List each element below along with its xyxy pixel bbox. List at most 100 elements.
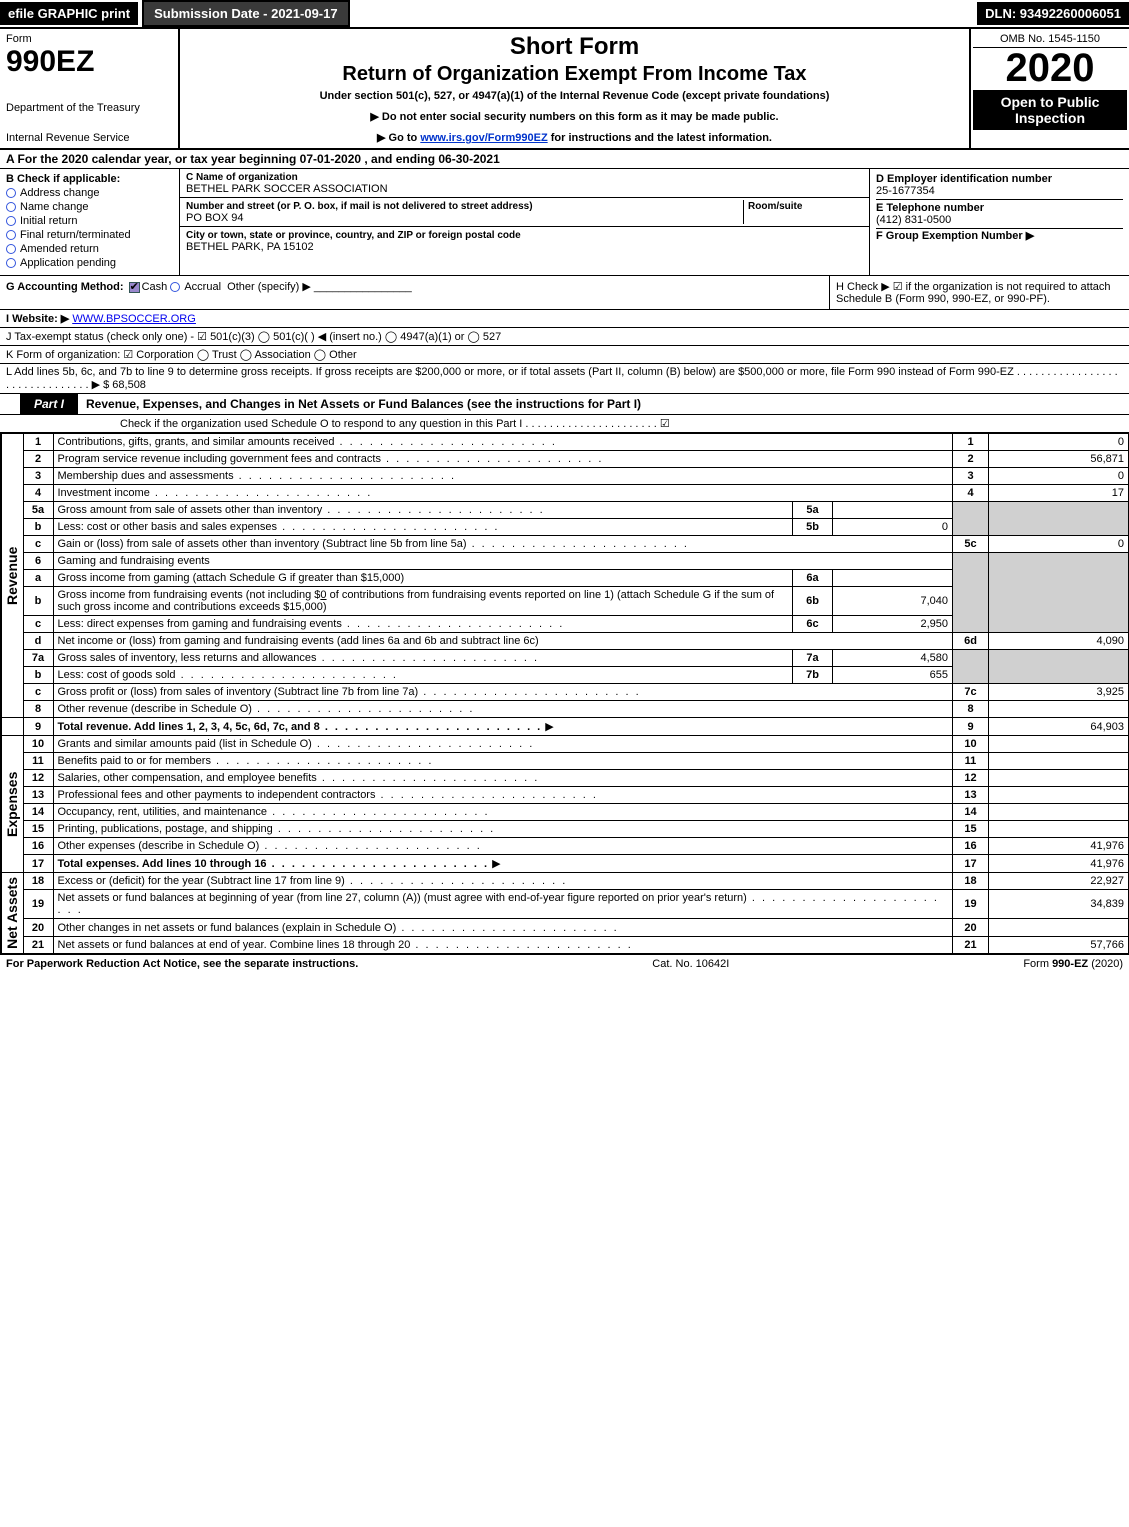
r13-col: 13 xyxy=(953,787,989,804)
box-b-header: B Check if applicable: xyxy=(6,173,173,185)
phone-label: E Telephone number xyxy=(876,202,984,214)
r17-col: 17 xyxy=(953,855,989,873)
r8-num: 8 xyxy=(23,701,53,718)
r18-amt: 22,927 xyxy=(989,873,1129,890)
chk-name-change[interactable]: Name change xyxy=(6,201,173,213)
r6d-num: d xyxy=(23,633,53,650)
box-b: B Check if applicable: Address change Na… xyxy=(0,169,180,275)
r7b-subval: 655 xyxy=(833,667,953,684)
org-address: PO BOX 94 xyxy=(186,212,243,224)
r6d-amt: 4,090 xyxy=(989,633,1129,650)
r7c-amt: 3,925 xyxy=(989,684,1129,701)
r16-num: 16 xyxy=(23,838,53,855)
r15-amt xyxy=(989,821,1129,838)
group-exemption-label: F Group Exemption Number ▶ xyxy=(876,230,1034,242)
website-label: I Website: ▶ xyxy=(6,313,69,325)
line-l-text: L Add lines 5b, 6c, and 7b to line 9 to … xyxy=(6,366,1118,391)
r16-amt: 41,976 xyxy=(989,838,1129,855)
public-inspection-badge: Open to Public Inspection xyxy=(973,90,1127,130)
tax-year: 2020 xyxy=(973,48,1127,88)
r6b-sublbl: 6b xyxy=(793,587,833,616)
r5a-desc: Gross amount from sale of assets other t… xyxy=(58,504,545,516)
r7b-desc: Less: cost of goods sold xyxy=(58,669,399,681)
r21-col: 21 xyxy=(953,936,989,953)
r6d-col: 6d xyxy=(953,633,989,650)
r11-col: 11 xyxy=(953,753,989,770)
r14-col: 14 xyxy=(953,804,989,821)
city-label: City or town, state or province, country… xyxy=(186,230,521,241)
r6-num: 6 xyxy=(23,553,53,570)
ein-label: D Employer identification number xyxy=(876,173,1052,185)
r8-col: 8 xyxy=(953,701,989,718)
r1-amt: 0 xyxy=(989,434,1129,451)
r17-desc: Total expenses. Add lines 10 through 16 xyxy=(58,858,490,870)
r17-num: 17 xyxy=(23,855,53,873)
line-l: L Add lines 5b, 6c, and 7b to line 9 to … xyxy=(0,364,1129,394)
r4-num: 4 xyxy=(23,485,53,502)
r6c-sublbl: 6c xyxy=(793,616,833,633)
r17-amt: 41,976 xyxy=(989,855,1129,873)
r18-desc: Excess or (deficit) for the year (Subtra… xyxy=(58,875,568,887)
r18-col: 18 xyxy=(953,873,989,890)
efile-print-button[interactable]: efile GRAPHIC print xyxy=(0,2,138,25)
r7c-col: 7c xyxy=(953,684,989,701)
r9-amt: 64,903 xyxy=(989,718,1129,736)
room-label: Room/suite xyxy=(748,201,802,212)
r5c-num: c xyxy=(23,536,53,553)
r3-desc: Membership dues and assessments xyxy=(58,470,457,482)
r6a-desc: Gross income from gaming (attach Schedul… xyxy=(53,570,793,587)
r12-col: 12 xyxy=(953,770,989,787)
r4-col: 4 xyxy=(953,485,989,502)
irs-label: Internal Revenue Service xyxy=(6,132,172,144)
r16-col: 16 xyxy=(953,838,989,855)
r7a-sublbl: 7a xyxy=(793,650,833,667)
r8-desc: Other revenue (describe in Schedule O) xyxy=(58,703,475,715)
chk-initial-return[interactable]: Initial return xyxy=(6,215,173,227)
r19-col: 19 xyxy=(953,890,989,919)
r5a-num: 5a xyxy=(23,502,53,519)
r7b-sublbl: 7b xyxy=(793,667,833,684)
r12-desc: Salaries, other compensation, and employ… xyxy=(58,772,540,784)
line-g: G Accounting Method: Cash Accrual Other … xyxy=(0,276,829,309)
r15-num: 15 xyxy=(23,821,53,838)
chk-amended-return[interactable]: Amended return xyxy=(6,243,173,255)
r11-desc: Benefits paid to or for members xyxy=(58,755,434,767)
r12-amt xyxy=(989,770,1129,787)
chk-cash[interactable] xyxy=(129,282,140,293)
r19-num: 19 xyxy=(23,890,53,919)
r10-desc: Grants and similar amounts paid (list in… xyxy=(58,738,535,750)
r20-col: 20 xyxy=(953,919,989,936)
chk-final-return[interactable]: Final return/terminated xyxy=(6,229,173,241)
r14-desc: Occupancy, rent, utilities, and maintena… xyxy=(58,806,490,818)
part-1-title: Revenue, Expenses, and Changes in Net As… xyxy=(78,394,649,414)
entity-info-block: B Check if applicable: Address change Na… xyxy=(0,169,1129,276)
org-city: BETHEL PARK, PA 15102 xyxy=(186,241,314,253)
org-name: BETHEL PARK SOCCER ASSOCIATION xyxy=(186,183,388,195)
r2-num: 2 xyxy=(23,451,53,468)
r12-num: 12 xyxy=(23,770,53,787)
r2-amt: 56,871 xyxy=(989,451,1129,468)
chk-address-change[interactable]: Address change xyxy=(6,187,173,199)
chk-accrual[interactable] xyxy=(170,282,180,292)
r7a-num: 7a xyxy=(23,650,53,667)
r20-amt xyxy=(989,919,1129,936)
line-h: H Check ▶ ☑ if the organization is not r… xyxy=(829,276,1129,309)
irs-link[interactable]: www.irs.gov/Form990EZ xyxy=(420,132,547,144)
r6c-subval: 2,950 xyxy=(833,616,953,633)
line-j: J Tax-exempt status (check only one) - ☑… xyxy=(0,328,1129,346)
paperwork-notice: For Paperwork Reduction Act Notice, see … xyxy=(6,958,358,970)
website-link[interactable]: WWW.BPSOCCER.ORG xyxy=(72,313,195,325)
box-d-e-f: D Employer identification number 25-1677… xyxy=(869,169,1129,275)
r6d-desc: Net income or (loss) from gaming and fun… xyxy=(53,633,953,650)
r5b-desc: Less: cost or other basis and sales expe… xyxy=(58,521,500,533)
form-title-long: Return of Organization Exempt From Incom… xyxy=(190,63,959,86)
r14-amt xyxy=(989,804,1129,821)
part-1-table: Revenue 1 Contributions, gifts, grants, … xyxy=(0,433,1129,954)
g-cash: Cash xyxy=(142,281,168,293)
part-1-check-line: Check if the organization used Schedule … xyxy=(0,415,1129,433)
chk-application-pending[interactable]: Application pending xyxy=(6,257,173,269)
form-ref: Form 990-EZ (2020) xyxy=(1023,958,1123,970)
r10-amt xyxy=(989,736,1129,753)
top-bar: efile GRAPHIC print Submission Date - 20… xyxy=(0,0,1129,29)
r3-col: 3 xyxy=(953,468,989,485)
